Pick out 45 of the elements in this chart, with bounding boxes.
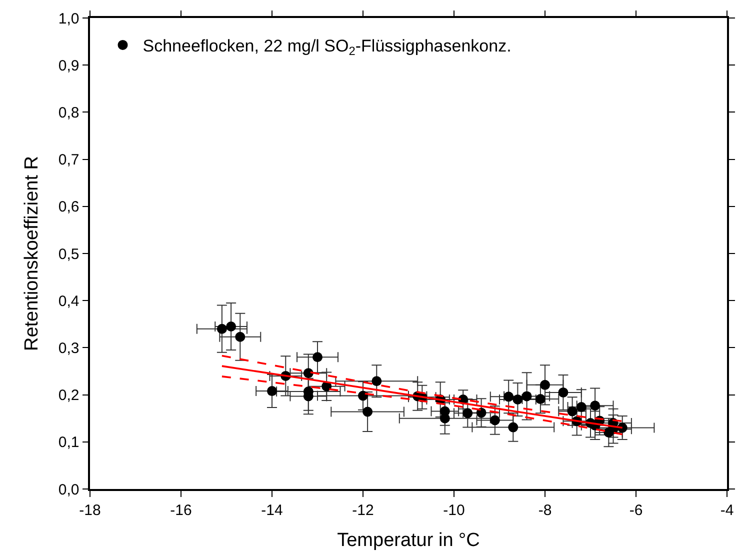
point bbox=[512, 394, 523, 405]
y-tick-label: 0,3 bbox=[58, 340, 80, 357]
point bbox=[226, 322, 236, 332]
point bbox=[372, 376, 382, 386]
point bbox=[358, 390, 368, 401]
y-tick-label: 0,9 bbox=[58, 57, 80, 74]
x-tick-label: -14 bbox=[261, 502, 283, 519]
point bbox=[312, 352, 322, 362]
point bbox=[267, 386, 277, 396]
point bbox=[508, 422, 518, 432]
x-tick-label: -16 bbox=[170, 502, 192, 519]
y-tick-label: 0,4 bbox=[58, 292, 80, 310]
point bbox=[576, 402, 586, 412]
y-tick-label: 0,8 bbox=[58, 104, 80, 122]
point bbox=[303, 368, 314, 378]
y-tick-label: 0,5 bbox=[58, 246, 80, 263]
y-tick-label: 0,6 bbox=[58, 198, 80, 216]
point bbox=[476, 408, 486, 418]
point bbox=[462, 408, 473, 418]
point bbox=[235, 332, 246, 342]
point bbox=[522, 391, 532, 402]
x-tick-label: -12 bbox=[352, 502, 374, 519]
point bbox=[216, 324, 227, 334]
point bbox=[540, 380, 550, 390]
y-tick-label: 0,0 bbox=[58, 481, 80, 498]
x-axis-title: Temperatur in °C bbox=[337, 530, 480, 552]
point bbox=[504, 392, 514, 402]
x-tick-label: -18 bbox=[79, 502, 101, 519]
y-tick-label: 0,2 bbox=[58, 387, 80, 404]
x-tick-label: -4 bbox=[720, 502, 734, 519]
x-tick-label: -10 bbox=[443, 502, 465, 519]
point bbox=[590, 400, 600, 411]
y-axis-title: Retentionskoeffizient R bbox=[22, 156, 43, 352]
legend-label: Schneeflocken, 22 mg/l SO$_{2}$-Flüssigphasenkonz. bbox=[142, 36, 512, 58]
point bbox=[440, 413, 450, 424]
y-tick-label: 1,0 bbox=[58, 10, 80, 28]
point bbox=[558, 387, 568, 398]
y-tick-label: 0,1 bbox=[58, 434, 80, 452]
x-tick-label: -8 bbox=[538, 502, 552, 519]
point bbox=[535, 394, 546, 404]
point bbox=[362, 406, 373, 417]
x-tick-label: -6 bbox=[629, 502, 643, 519]
point bbox=[567, 406, 578, 416]
point bbox=[490, 415, 500, 426]
y-tick-label: 0,7 bbox=[58, 152, 80, 169]
